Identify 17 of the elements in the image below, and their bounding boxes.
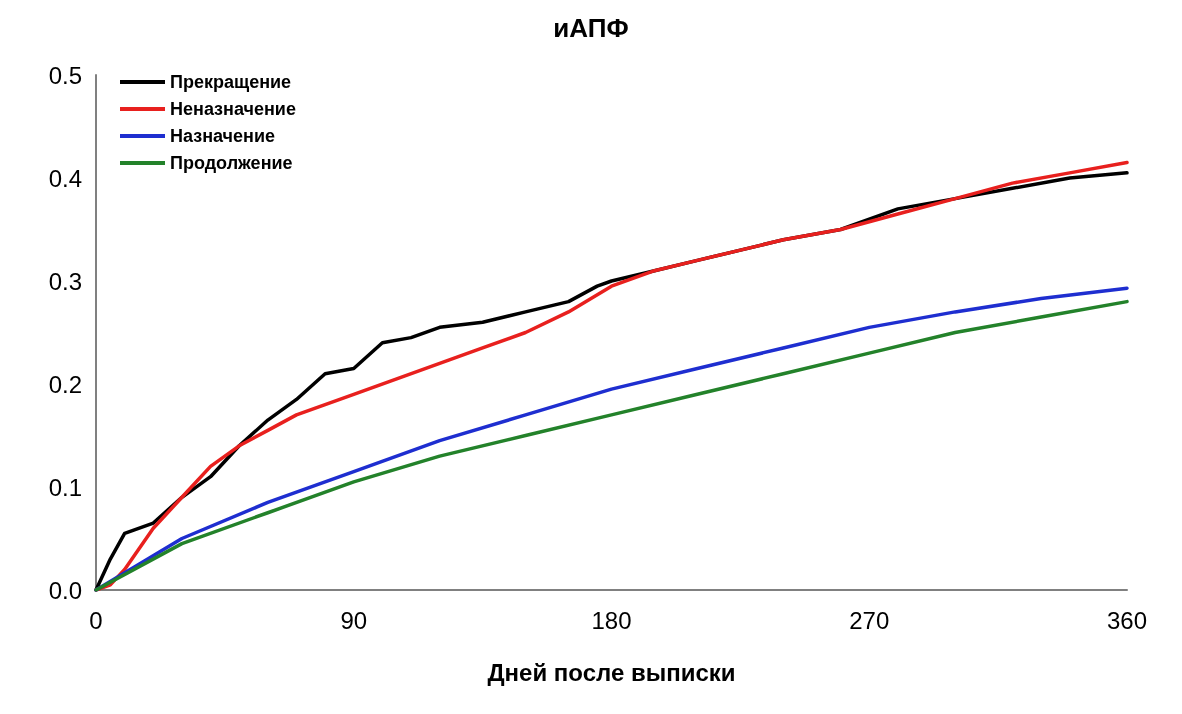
y-tick-label: 0.2 — [48, 370, 82, 398]
legend-label: Прекращение — [170, 72, 292, 92]
legend-label: Назначение — [170, 126, 276, 146]
y-tick-label: 0.5 — [48, 61, 82, 89]
x-tick-label: 270 — [849, 606, 890, 634]
x-tick-label: 0 — [89, 606, 103, 634]
legend-label: Продолжение — [170, 153, 293, 173]
y-tick-label: 0.1 — [48, 473, 82, 501]
x-tick-label: 180 — [591, 606, 632, 634]
y-tick-label: 0.4 — [48, 164, 82, 192]
chart-title: иАПФ — [553, 13, 629, 43]
x-tick-label: 360 — [1106, 606, 1148, 634]
y-tick-label: 0.0 — [48, 576, 82, 604]
legend-label: Неназначение — [170, 99, 296, 119]
y-tick-label: 0.3 — [48, 267, 82, 295]
x-tick-label: 90 — [340, 606, 368, 634]
x-axis-title: Дней после выписки — [487, 658, 736, 686]
